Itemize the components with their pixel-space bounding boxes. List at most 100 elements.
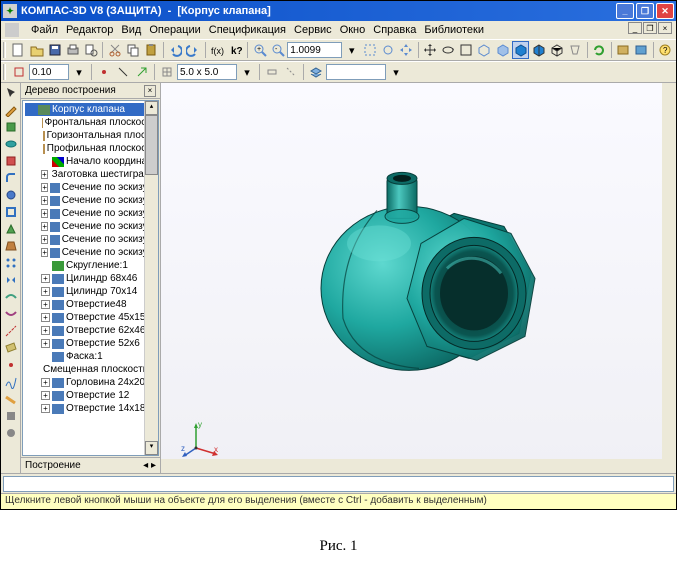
expand-button[interactable]: +: [41, 196, 48, 205]
tree-plane-item[interactable]: Горизонтальная плоско: [39, 129, 156, 142]
tree-feature-item[interactable]: +Отверстие 62x46: [39, 324, 156, 337]
vtool-axis[interactable]: [3, 323, 19, 339]
fit-button[interactable]: [458, 41, 475, 59]
paste-button[interactable]: [143, 41, 160, 59]
copy-button[interactable]: [125, 41, 142, 59]
toolbar-grip[interactable]: [3, 64, 6, 80]
tree-feature-item[interactable]: +Цилиндр 68x46: [39, 272, 156, 285]
tree-feature-item[interactable]: +Заготовка шестигранни: [39, 168, 156, 181]
ortho-button[interactable]: [10, 63, 28, 81]
vtool-surf1[interactable]: [3, 289, 19, 305]
tree-feature-item[interactable]: +Отверстие48: [39, 298, 156, 311]
lib1-button[interactable]: [615, 41, 632, 59]
vtool-shell[interactable]: [3, 204, 19, 220]
zoomout-button[interactable]: -: [269, 41, 286, 59]
undo-button[interactable]: [167, 41, 184, 59]
rotate-button[interactable]: [440, 41, 457, 59]
coord-input[interactable]: [326, 64, 386, 80]
print-button[interactable]: [64, 41, 81, 59]
vtool-more2[interactable]: [3, 425, 19, 441]
tree-tab-nav[interactable]: ◂ ▸: [143, 460, 156, 471]
viewport-scroll-h[interactable]: [161, 459, 662, 473]
menu-view[interactable]: Вид: [121, 24, 141, 36]
refresh-button[interactable]: [591, 41, 608, 59]
viewport-scroll-v[interactable]: [662, 83, 676, 459]
minimize-button[interactable]: _: [616, 3, 634, 19]
tree-scrollbar[interactable]: ▴ ▾: [144, 101, 158, 455]
vtool-curve[interactable]: [3, 374, 19, 390]
cut-button[interactable]: [106, 41, 123, 59]
prop-button[interactable]: f(x): [209, 41, 226, 59]
mdi-max-button[interactable]: ❐: [643, 22, 657, 34]
tree-feature-item[interactable]: +Отверстие 45x15: [39, 311, 156, 324]
redo-button[interactable]: [185, 41, 202, 59]
maximize-button[interactable]: ❐: [636, 3, 654, 19]
vtool-meas[interactable]: [3, 391, 19, 407]
zoom-dropdown[interactable]: ▾: [343, 41, 360, 59]
menu-help[interactable]: Справка: [373, 24, 416, 36]
menu-spec[interactable]: Спецификация: [209, 24, 286, 36]
vtool-select[interactable]: [3, 85, 19, 101]
misc1-button[interactable]: [263, 63, 281, 81]
step-input[interactable]: [29, 64, 69, 80]
var-button[interactable]: k?: [227, 41, 244, 59]
tree-feature-item[interactable]: Фаска:1: [39, 350, 156, 363]
shade2-button[interactable]: [530, 41, 547, 59]
zoomwin-button[interactable]: [361, 41, 378, 59]
vtool-point[interactable]: [3, 357, 19, 373]
lib2-button[interactable]: [633, 41, 650, 59]
scroll-up-button[interactable]: ▴: [145, 101, 158, 115]
vtool-fillet[interactable]: [3, 170, 19, 186]
tree-tab[interactable]: Построение: [25, 460, 81, 471]
tree-feature-item[interactable]: +Отверстие 52x6: [39, 337, 156, 350]
tree-feature-item[interactable]: +Сечение по эскизу:6: [39, 246, 156, 259]
layers-button[interactable]: [307, 63, 325, 81]
tree-body[interactable]: Корпус клапана Фронтальная плоскостьГори…: [22, 100, 159, 456]
new-button[interactable]: [10, 41, 27, 59]
close-button[interactable]: ✕: [656, 3, 674, 19]
expand-button[interactable]: +: [41, 274, 50, 283]
vtool-pattern[interactable]: [3, 255, 19, 271]
vtool-rib[interactable]: [3, 221, 19, 237]
vtool-mirror[interactable]: [3, 272, 19, 288]
zoomprev-button[interactable]: [379, 41, 396, 59]
grid-button[interactable]: [158, 63, 176, 81]
vtool-extrude[interactable]: [3, 119, 19, 135]
tree-plane-item[interactable]: Фронтальная плоскость: [39, 116, 156, 129]
vtool-hole[interactable]: [3, 187, 19, 203]
expand-button[interactable]: +: [41, 287, 50, 296]
tree-feature-item[interactable]: +Сечение по эскизу:3: [39, 207, 156, 220]
menu-edit[interactable]: Редактор: [66, 24, 113, 36]
zoompan-button[interactable]: [398, 41, 415, 59]
mdi-min-button[interactable]: _: [628, 22, 642, 34]
expand-button[interactable]: +: [41, 209, 48, 218]
tree-feature-item[interactable]: +Сечение по эскизу:4: [39, 220, 156, 233]
tree-feature-item[interactable]: +Сечение по эскизу:5: [39, 233, 156, 246]
vtool-draft[interactable]: [3, 238, 19, 254]
menu-service[interactable]: Сервис: [294, 24, 332, 36]
expand-button[interactable]: +: [41, 339, 50, 348]
tree-feature-item[interactable]: +Сечение по эскизу:1: [39, 181, 156, 194]
misc2-button[interactable]: [282, 63, 300, 81]
expand-button[interactable]: +: [41, 222, 48, 231]
scroll-thumb[interactable]: [145, 115, 158, 175]
tree-feature-item[interactable]: +Горловина 24x20: [39, 376, 156, 389]
tree-plane-item[interactable]: Профильная плоскость: [39, 142, 156, 155]
vtool-plane[interactable]: [3, 340, 19, 356]
tree-feature-item[interactable]: Скругление:1: [39, 259, 156, 272]
help-button[interactable]: ?: [657, 41, 674, 59]
preview-button[interactable]: [82, 41, 99, 59]
tree-plane-item[interactable]: Начало координат: [39, 155, 156, 168]
expand-button[interactable]: +: [41, 170, 48, 179]
expand-button[interactable]: +: [41, 378, 50, 387]
snap3-button[interactable]: [133, 63, 151, 81]
zoomin-button[interactable]: +: [251, 41, 268, 59]
snap1-button[interactable]: [95, 63, 113, 81]
menu-window[interactable]: Окно: [340, 24, 366, 36]
tree-feature-item[interactable]: +Отверстие 12: [39, 389, 156, 402]
tree-feature-item[interactable]: +Сечение по эскизу:2: [39, 194, 156, 207]
menu-file[interactable]: Файл: [31, 24, 58, 36]
shade1-button[interactable]: [512, 41, 529, 59]
iso1-button[interactable]: [476, 41, 493, 59]
iso2-button[interactable]: [494, 41, 511, 59]
